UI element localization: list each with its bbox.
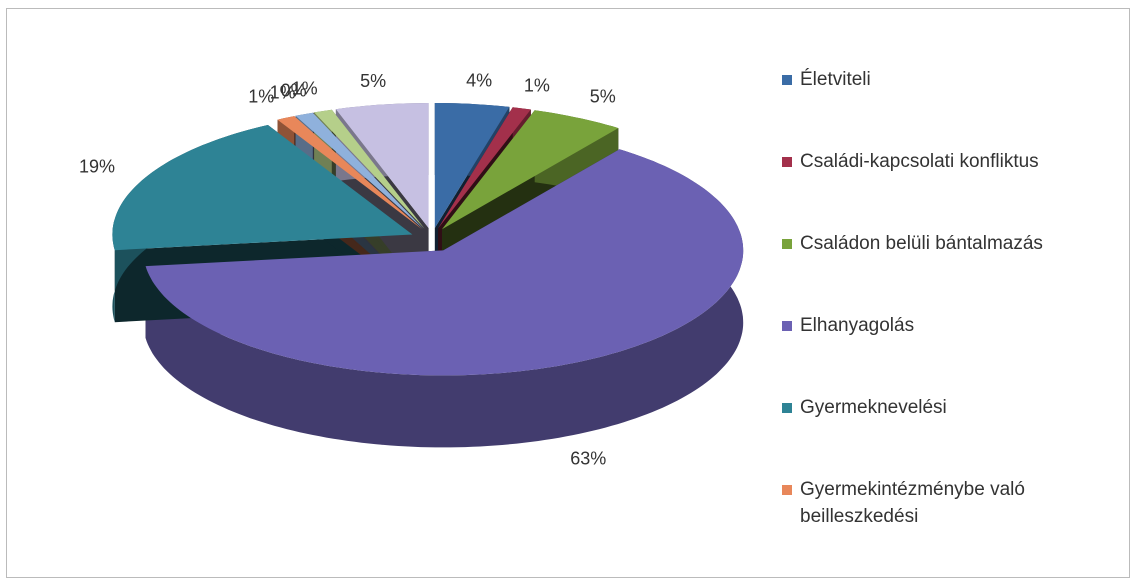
slice-side bbox=[145, 149, 744, 448]
legend-swatch bbox=[782, 403, 792, 413]
chart-frame bbox=[6, 8, 1130, 578]
data-label: 19% bbox=[79, 156, 115, 176]
slice bbox=[438, 107, 531, 229]
data-label: 0% bbox=[281, 80, 307, 100]
slice bbox=[277, 116, 422, 230]
slice bbox=[314, 109, 425, 229]
legend-label: Családon belüli bántalmazás bbox=[800, 233, 1043, 254]
legend-swatch bbox=[782, 321, 792, 331]
data-label: 5% bbox=[590, 87, 616, 107]
legend-label: Családi-kapcsolati konfliktus bbox=[800, 151, 1039, 172]
legend-label: Elhanyagolás bbox=[800, 315, 915, 336]
data-label: 5% bbox=[360, 71, 386, 91]
data-label: 1% bbox=[270, 82, 296, 102]
legend-item: Családi-kapcsolati konfliktus bbox=[782, 148, 1122, 230]
legend-label: Gyermeknevelési bbox=[800, 397, 947, 418]
legend-swatch bbox=[782, 157, 792, 167]
data-label: 1% bbox=[524, 75, 550, 95]
legend-item: Életviteli bbox=[782, 66, 1122, 148]
slice bbox=[313, 112, 424, 229]
slice bbox=[295, 112, 424, 229]
slice bbox=[145, 149, 744, 376]
slice bbox=[335, 103, 429, 228]
slice bbox=[442, 110, 619, 230]
legend-item: Elhanyagolás bbox=[782, 312, 1122, 394]
data-label: 1% bbox=[292, 79, 318, 99]
legend-item: Gyermeknevelési bbox=[782, 394, 1122, 476]
legend: Életviteli Családi-kapcsolati konfliktus C… bbox=[782, 66, 1122, 558]
slice bbox=[112, 125, 413, 251]
legend-item: Gyermekintézménybe való beilleszkedési bbox=[782, 476, 1122, 558]
legend-swatch bbox=[782, 239, 792, 249]
data-label: 1% bbox=[248, 87, 274, 107]
legend-swatch bbox=[782, 75, 792, 85]
legend-label: Gyermekintézménybe való beilleszkedési bbox=[800, 479, 1025, 527]
legend-label: Életviteli bbox=[800, 69, 871, 90]
slice bbox=[434, 103, 510, 228]
data-label: 63% bbox=[570, 448, 606, 468]
legend-swatch bbox=[782, 485, 792, 495]
legend-item: Családon belüli bántalmazás bbox=[782, 230, 1122, 312]
data-label: 4% bbox=[466, 70, 492, 90]
